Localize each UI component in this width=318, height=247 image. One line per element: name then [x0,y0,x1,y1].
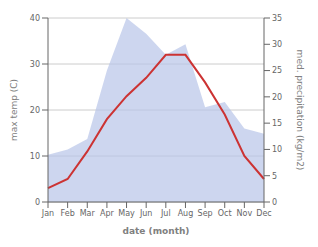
svg-text:Feb: Feb [61,209,75,218]
svg-text:Jun: Jun [139,209,153,218]
svg-text:30: 30 [30,60,40,69]
svg-text:Mar: Mar [80,209,96,218]
svg-text:Aug: Aug [178,209,194,218]
svg-text:0: 0 [35,198,40,207]
svg-text:25: 25 [272,66,282,75]
svg-text:10: 10 [30,152,40,161]
svg-text:date (month): date (month) [123,226,190,236]
svg-text:Jan: Jan [41,209,54,218]
svg-text:Jul: Jul [160,209,171,218]
svg-text:20: 20 [272,93,282,102]
svg-text:Nov: Nov [237,209,253,218]
svg-text:30: 30 [272,40,282,49]
svg-text:0: 0 [272,198,277,207]
svg-text:med. precipitation (kg/m2): med. precipitation (kg/m2) [295,50,305,171]
svg-text:5: 5 [272,172,277,181]
svg-text:max temp (C): max temp (C) [9,79,19,141]
svg-text:Dec: Dec [256,209,271,218]
svg-text:10: 10 [272,145,282,154]
svg-text:May: May [118,209,135,218]
svg-text:Sep: Sep [198,209,213,218]
svg-text:Apr: Apr [100,209,115,218]
svg-text:15: 15 [272,119,282,128]
svg-text:35: 35 [272,14,282,23]
svg-text:Oct: Oct [218,209,232,218]
svg-text:40: 40 [30,14,40,23]
svg-text:20: 20 [30,106,40,115]
